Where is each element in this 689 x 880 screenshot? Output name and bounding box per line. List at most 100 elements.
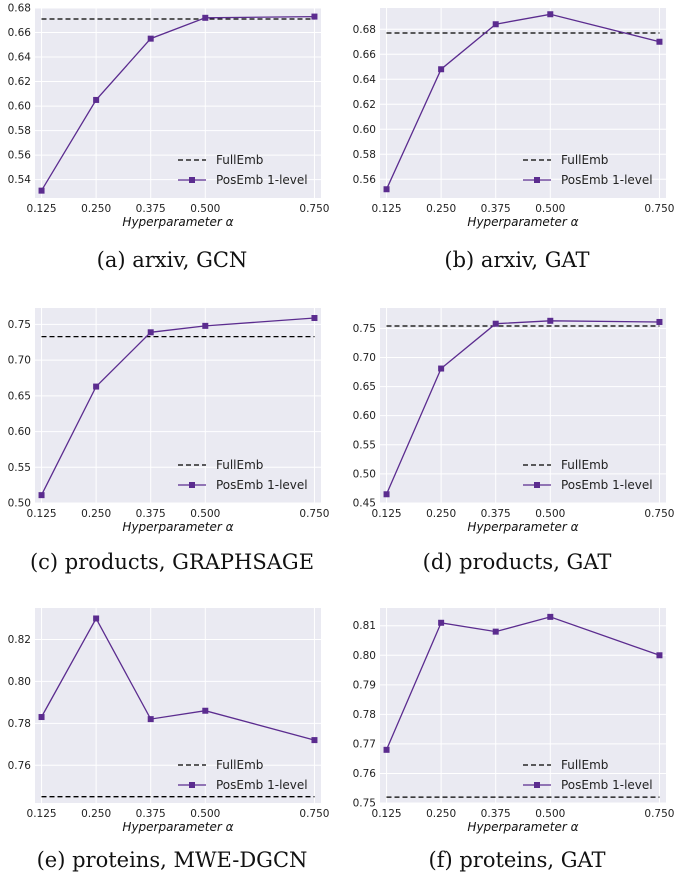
- data-point-posemb: [93, 96, 100, 103]
- legend-marker-posemb: [534, 482, 540, 488]
- data-point-posemb: [383, 186, 390, 193]
- y-tick-label: 0.60: [353, 410, 376, 422]
- y-tick-label: 0.60: [8, 101, 31, 113]
- x-axis-label: Hyperparameter α: [467, 520, 578, 534]
- data-point-posemb: [38, 187, 45, 194]
- x-tick-label: 0.375: [136, 808, 166, 820]
- y-tick-label: 0.80: [8, 676, 31, 688]
- chart-caption: (e) proteins, MWE-DGCN: [36, 848, 308, 872]
- legend-label-posemb: PosEmb 1-level: [216, 173, 308, 187]
- x-tick-label: 0.750: [644, 203, 674, 215]
- x-tick-label: 0.750: [299, 203, 329, 215]
- x-tick-label: 0.375: [136, 203, 166, 215]
- x-tick-label: 0.125: [372, 808, 402, 820]
- x-tick-label: 0.250: [426, 808, 456, 820]
- data-point-posemb: [311, 737, 318, 744]
- plot-area: [35, 8, 321, 198]
- x-tick-label: 0.375: [481, 808, 511, 820]
- line-chart-arxiv-gcn: 0.54 0.56 0.58 0.60 0.62 0.64 0.66 0.68 0.125 0.2…: [8, 3, 330, 230]
- x-tick-label: 0.125: [27, 808, 57, 820]
- y-tick-label: 0.58: [353, 149, 376, 161]
- data-point-posemb: [656, 318, 663, 325]
- data-point-posemb: [438, 365, 445, 372]
- data-point-posemb: [492, 21, 499, 28]
- data-point-posemb: [547, 11, 554, 18]
- x-tick-label: 0.250: [426, 508, 456, 520]
- x-axis-label: Hyperparameter α: [122, 215, 233, 229]
- y-tick-label: 0.75: [353, 323, 376, 335]
- y-tick-label: 0.68: [353, 24, 376, 36]
- legend-marker-posemb: [534, 782, 540, 788]
- chart-caption: (b) arxiv, GAT: [444, 248, 590, 272]
- x-tick-label: 0.750: [644, 508, 674, 520]
- line-chart-proteins-gat: 0.75 0.76 0.77 0.78 0.79 0.80 0.81 0.125 0.250 0.…: [353, 608, 674, 834]
- x-tick-label: 0.125: [372, 508, 402, 520]
- y-tick-label: 0.56: [8, 150, 32, 162]
- x-tick-label: 0.375: [136, 508, 166, 520]
- x-tick-label: 0.750: [644, 808, 674, 820]
- x-tick-label: 0.500: [190, 203, 220, 215]
- legend-label-posemb: PosEmb 1-level: [216, 478, 308, 492]
- legend-label-posemb: PosEmb 1-level: [561, 778, 653, 792]
- y-tick-label: 0.77: [353, 738, 376, 750]
- x-tick-label: 0.125: [27, 508, 57, 520]
- x-tick-label: 0.500: [535, 808, 565, 820]
- y-tick-label: 0.70: [353, 352, 376, 364]
- data-point-posemb: [38, 714, 45, 721]
- y-tick-label: 0.60: [8, 426, 31, 438]
- data-point-posemb: [202, 14, 209, 21]
- chart-panel-products-graphsage: 0.50 0.55 0.60 0.65 0.70 0.75 0.125 0.250 0.375 0…: [0, 300, 344, 590]
- plot-area: [380, 308, 666, 503]
- y-tick-label: 0.54: [8, 174, 32, 186]
- x-tick-label: 0.750: [299, 508, 329, 520]
- plot-area: [35, 308, 321, 503]
- data-point-posemb: [147, 716, 154, 723]
- y-tick-label: 0.75: [353, 798, 376, 810]
- x-tick-label: 0.250: [426, 203, 456, 215]
- y-tick-label: 0.78: [353, 709, 376, 721]
- line-chart-proteins-mwe-dgcn: 0.76 0.78 0.80 0.82 0.125 0.250 0.375 0.500 0.75…: [8, 608, 329, 834]
- chart-caption: (f) proteins, GAT: [428, 848, 606, 872]
- data-point-posemb: [656, 652, 663, 659]
- x-tick-label: 0.500: [535, 203, 565, 215]
- data-point-posemb: [656, 38, 663, 45]
- x-axis-label: Hyperparameter α: [122, 520, 233, 534]
- data-point-posemb: [438, 66, 445, 73]
- y-tick-label: 0.66: [353, 49, 377, 61]
- y-tick-label: 0.68: [8, 3, 31, 15]
- legend-marker-posemb: [534, 177, 540, 183]
- data-point-posemb: [547, 317, 554, 324]
- y-tick-label: 0.70: [8, 355, 31, 367]
- chart-panel-arxiv-gcn: 0.54 0.56 0.58 0.60 0.62 0.64 0.66 0.68 0.125 0.2…: [0, 0, 344, 290]
- chart-panel-proteins-mwe-dgcn: 0.76 0.78 0.80 0.82 0.125 0.250 0.375 0.500 0.75…: [0, 600, 344, 880]
- x-tick-label: 0.500: [190, 508, 220, 520]
- y-tick-label: 0.55: [8, 462, 31, 474]
- x-tick-label: 0.250: [81, 808, 111, 820]
- y-tick-label: 0.65: [353, 381, 376, 393]
- legend-marker-posemb: [189, 782, 195, 788]
- y-tick-label: 0.78: [8, 718, 31, 730]
- legend-label-posemb: PosEmb 1-level: [561, 173, 653, 187]
- chart-panel-arxiv-gat: 0.56 0.58 0.60 0.62 0.64 0.66 0.68 0.125 0.250 0.…: [345, 0, 689, 290]
- legend-label-fullemb: FullEmb: [561, 153, 608, 167]
- x-tick-label: 0.750: [299, 808, 329, 820]
- y-tick-label: 0.66: [8, 27, 32, 39]
- y-tick-label: 0.76: [353, 768, 377, 780]
- data-point-posemb: [492, 320, 499, 327]
- legend-label-fullemb: FullEmb: [216, 458, 263, 472]
- data-point-posemb: [383, 746, 390, 753]
- y-tick-label: 0.55: [353, 439, 376, 451]
- data-point-posemb: [147, 329, 154, 336]
- legend-marker-posemb: [189, 482, 195, 488]
- y-tick-label: 0.79: [353, 679, 376, 691]
- legend-label-posemb: PosEmb 1-level: [216, 778, 308, 792]
- line-chart-products-graphsage: 0.50 0.55 0.60 0.65 0.70 0.75 0.125 0.250 0.375 0…: [8, 308, 329, 534]
- chart-panel-products-gat: 0.45 0.50 0.55 0.60 0.65 0.70 0.75 0.125 0.250 0.…: [345, 300, 689, 590]
- data-point-posemb: [492, 628, 499, 635]
- x-tick-label: 0.125: [372, 203, 402, 215]
- legend-marker-posemb: [189, 177, 195, 183]
- data-point-posemb: [547, 613, 554, 620]
- y-tick-label: 0.82: [8, 634, 31, 646]
- y-tick-label: 0.64: [8, 52, 32, 64]
- plot-area: [35, 608, 321, 803]
